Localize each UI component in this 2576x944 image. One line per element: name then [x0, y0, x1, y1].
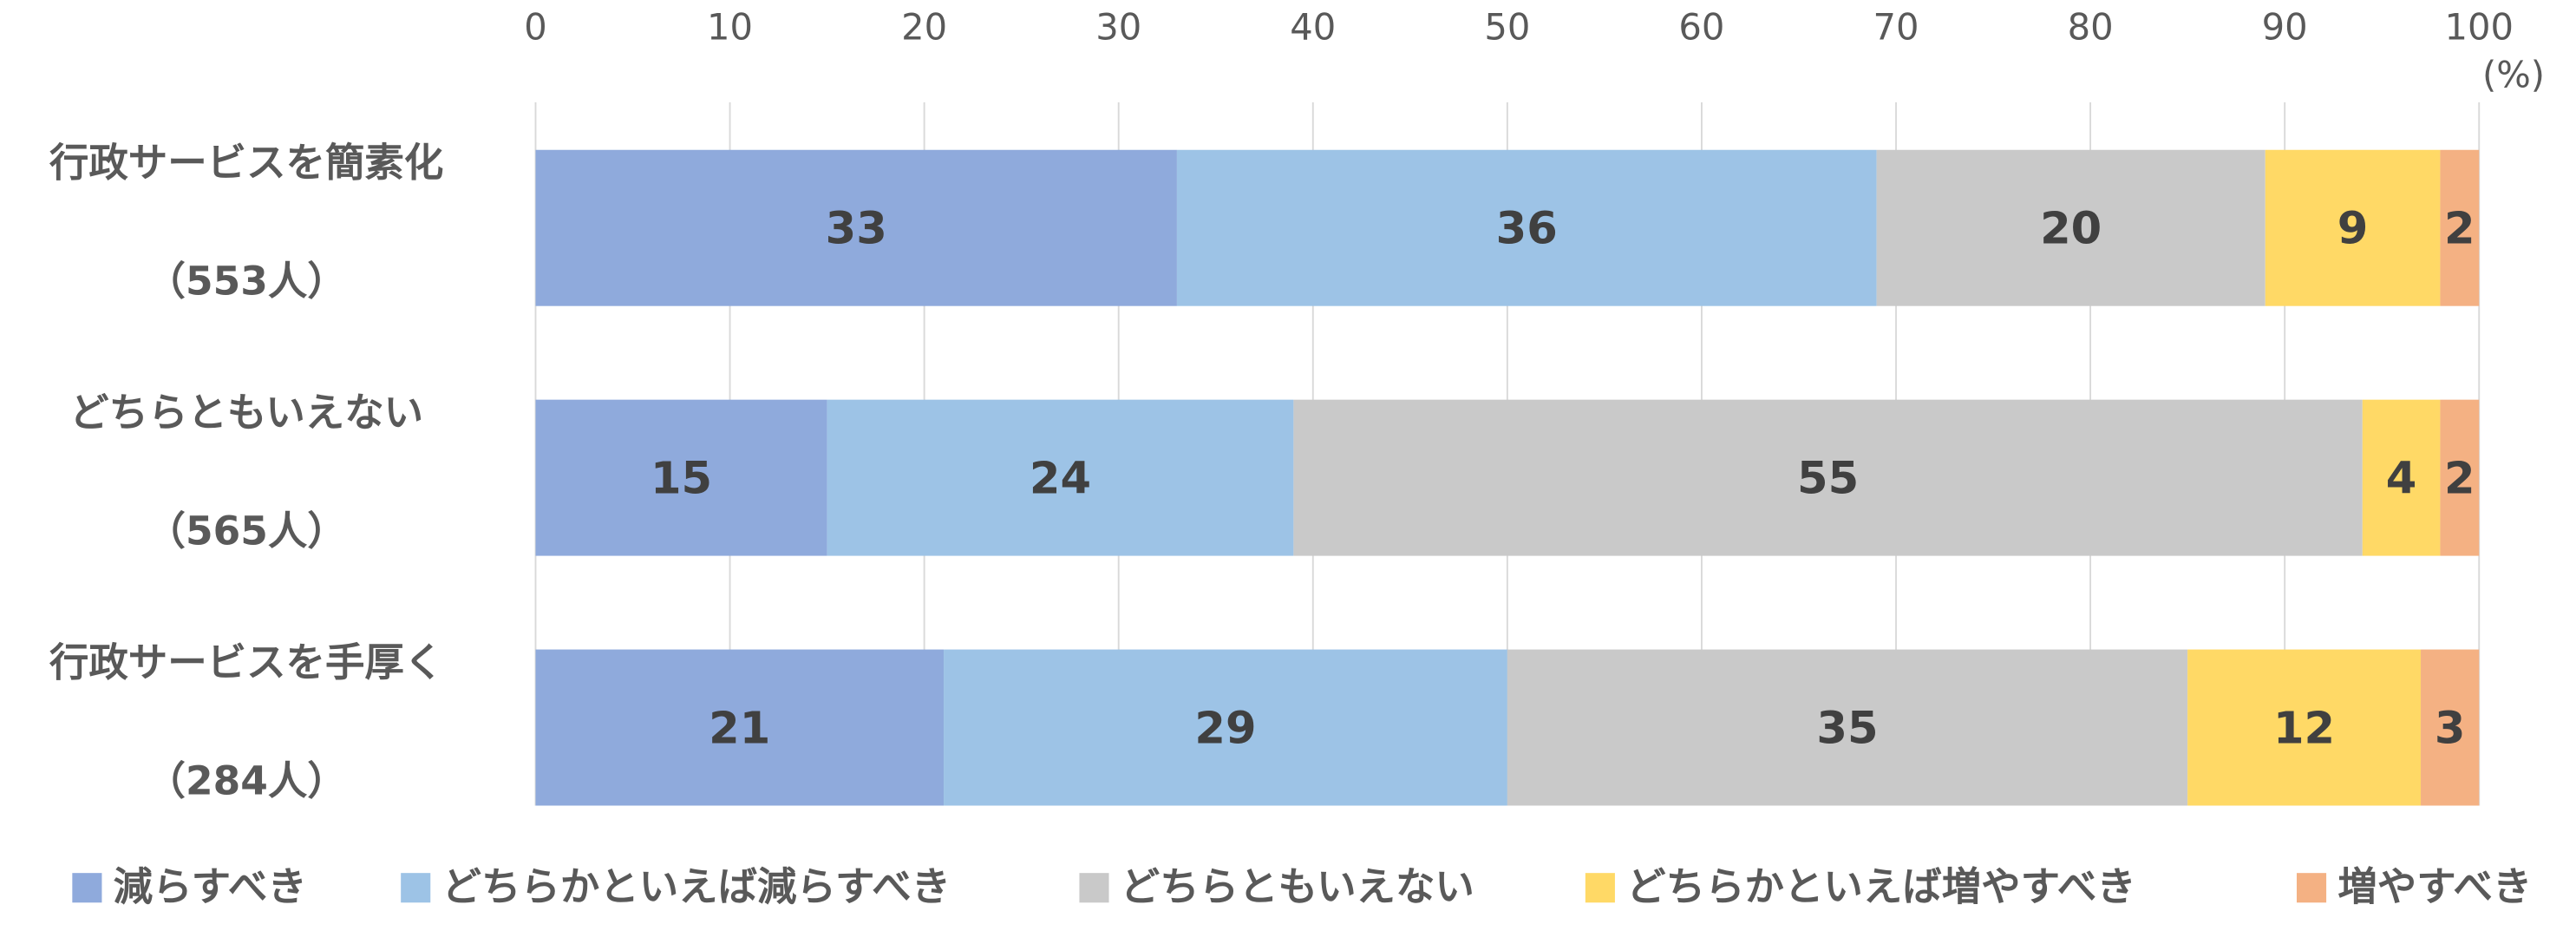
y-tick-label: （565人） — [147, 508, 347, 554]
x-tick-label: 10 — [707, 5, 753, 48]
data-label: 4 — [2386, 453, 2417, 504]
bar-segment — [827, 399, 1294, 556]
data-label: 36 — [1496, 204, 1558, 255]
data-label: 24 — [1030, 453, 1091, 504]
bar-segment — [2421, 649, 2480, 806]
x-tick-label: 20 — [901, 5, 947, 48]
data-label: 29 — [1194, 703, 1256, 754]
bar-segment — [1176, 149, 1877, 306]
x-axis-unit: (%) — [2482, 53, 2545, 95]
x-tick-label: 40 — [1290, 5, 1336, 48]
data-label: 35 — [1816, 703, 1878, 754]
x-tick-label: 50 — [1484, 5, 1530, 48]
bar-segment — [944, 649, 1507, 806]
legend-label: どちらともいえない — [1121, 864, 1474, 910]
legend-swatch — [72, 873, 102, 903]
legend-swatch — [1079, 873, 1109, 903]
x-tick-label: 90 — [2262, 5, 2308, 48]
data-label: 2 — [2444, 204, 2475, 255]
bar-segment — [1876, 149, 2265, 306]
bar-segment — [535, 149, 1177, 306]
x-tick-label: 70 — [1873, 5, 1919, 48]
legend-label: 増やすべき — [2337, 864, 2532, 910]
bar-segment — [2440, 149, 2480, 306]
y-tick-label: どちらともいえない — [69, 390, 423, 436]
data-label: 9 — [2337, 204, 2369, 255]
data-label: 15 — [651, 453, 712, 504]
bar-segment — [1507, 649, 2188, 806]
data-label: 2 — [2444, 453, 2475, 504]
legend-label: どちらかといえば増やすべき — [1626, 864, 2136, 910]
y-tick-label: 行政サービスを手厚く — [49, 639, 443, 685]
data-label: 20 — [2040, 204, 2102, 255]
data-label: 12 — [2273, 703, 2335, 754]
x-tick-label: 0 — [524, 5, 547, 48]
legend-label: どちらかといえば減らすべき — [442, 864, 951, 910]
data-label: 55 — [1797, 453, 1859, 504]
legend-swatch — [2296, 873, 2327, 903]
bar-segment — [2440, 399, 2480, 556]
y-tick-label: （284人） — [147, 757, 347, 803]
data-label: 3 — [2435, 703, 2466, 754]
x-tick-label: 60 — [1678, 5, 1724, 48]
legend-label: 減らすべき — [114, 864, 307, 910]
bar-segment — [2265, 149, 2441, 306]
y-tick-label: 行政サービスを簡素化 — [49, 140, 443, 186]
bar-segment — [535, 649, 945, 806]
bar-segment — [2187, 649, 2422, 806]
x-tick-label: 30 — [1095, 5, 1141, 48]
legend-swatch — [1585, 873, 1615, 903]
data-label: 21 — [709, 703, 770, 754]
x-tick-label: 100 — [2444, 5, 2514, 48]
bar-segment — [2362, 399, 2441, 556]
data-label: 33 — [826, 204, 887, 255]
x-tick-label: 80 — [2068, 5, 2114, 48]
y-tick-label: （553人） — [147, 259, 347, 305]
legend-swatch — [401, 873, 431, 903]
bar-segment — [535, 399, 827, 556]
bar-segment — [1293, 399, 2363, 556]
